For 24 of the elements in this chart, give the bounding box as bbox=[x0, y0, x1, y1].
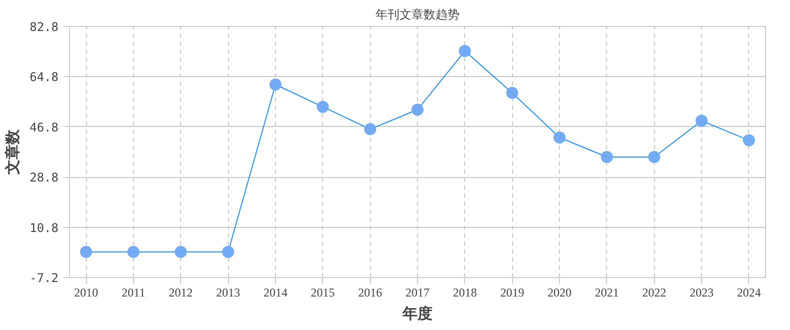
x-tick-label: 2021 bbox=[594, 286, 619, 300]
x-tick-label: 2012 bbox=[168, 286, 193, 300]
y-tick-label: -7.2 bbox=[30, 271, 59, 285]
x-axis-title: 年度 bbox=[402, 304, 432, 322]
x-tick-label: 2016 bbox=[358, 286, 382, 300]
y-tick-label: 28.8 bbox=[30, 170, 59, 185]
x-tick-label: 2024 bbox=[736, 286, 761, 300]
x-tick-label: 2022 bbox=[642, 286, 666, 300]
y-tick-label: 10.8 bbox=[30, 220, 59, 235]
x-tick-label: 2014 bbox=[263, 286, 288, 300]
x-tick-label: 2015 bbox=[310, 286, 335, 300]
x-tick-label: 2023 bbox=[690, 286, 714, 300]
x-tick-label: 2018 bbox=[452, 286, 477, 300]
x-tick-label: 2010 bbox=[74, 286, 98, 300]
chart-title: 年刊文章数趋势 bbox=[376, 8, 460, 22]
x-tick-label: 2020 bbox=[548, 286, 572, 300]
y-axis-title: 文章数 bbox=[4, 128, 22, 176]
x-tick-label: 2019 bbox=[500, 286, 524, 300]
x-tick-label: 2011 bbox=[122, 286, 146, 300]
y-tick-label: 82.8 bbox=[30, 20, 59, 34]
x-tick-label: 2017 bbox=[406, 286, 430, 300]
y-tick-label: 64.8 bbox=[30, 70, 59, 84]
y-tick-label: 46.8 bbox=[30, 120, 59, 134]
x-tick-label: 2013 bbox=[216, 286, 240, 300]
